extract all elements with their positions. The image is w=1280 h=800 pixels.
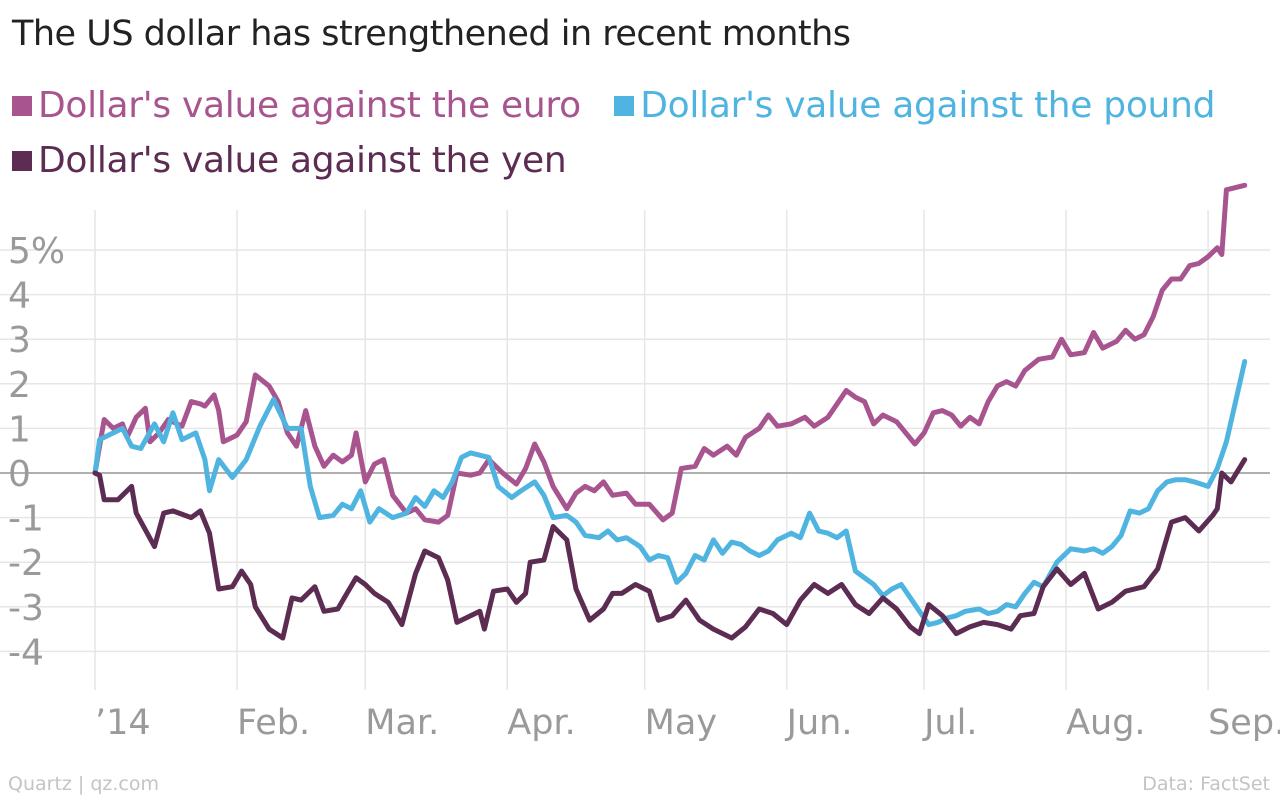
legend-label-pound: Dollar's value against the pound	[640, 85, 1216, 126]
y-tick-label: -2	[8, 543, 44, 584]
legend-item-yen: Dollar's value against the yen	[12, 134, 567, 188]
legend-label-yen: Dollar's value against the yen	[38, 140, 567, 181]
legend-swatch-yen	[12, 151, 32, 171]
legend-label-euro: Dollar's value against the euro	[38, 85, 581, 126]
credit-text: Quartz | qz.com	[8, 773, 160, 795]
legend-item-euro: Dollar's value against the euro	[12, 79, 581, 133]
y-tick-label: -4	[8, 632, 44, 673]
y-tick-label: 4	[8, 276, 31, 317]
yen-series-line	[92, 457, 1248, 641]
x-tick-label: Mar.	[365, 703, 439, 743]
y-tick-label: -1	[8, 499, 44, 540]
y-tick-label: 0	[8, 454, 31, 495]
euro-series-line	[92, 182, 1248, 525]
x-tick-label: Jul.	[922, 703, 977, 743]
x-tick-label: May	[645, 703, 717, 743]
x-tick-label: Apr.	[507, 703, 575, 743]
source-text: Data: FactSet	[1142, 773, 1270, 795]
y-tick-label: 3	[8, 320, 31, 361]
legend-swatch-pound	[614, 96, 635, 116]
x-tick-label: Aug.	[1066, 703, 1145, 743]
x-tick-label: ’14	[95, 703, 151, 743]
chart-legend: Dollar's value against the euro Dollar's…	[12, 78, 1272, 188]
y-tick-label: 2	[8, 365, 31, 406]
x-tick-label: Feb.	[237, 703, 310, 743]
y-tick-label: 5%	[8, 231, 65, 272]
y-tick-label: -3	[8, 588, 44, 629]
x-tick-label: Jun.	[785, 703, 853, 743]
pound-series-line	[92, 359, 1248, 628]
x-tick-label: Sep.	[1208, 703, 1280, 743]
legend-swatch-euro	[12, 96, 32, 116]
chart-title: The US dollar has strengthened in recent…	[12, 14, 851, 54]
legend-item-pound: Dollar's value against the pound	[614, 79, 1215, 133]
y-tick-label: 1	[8, 409, 31, 450]
